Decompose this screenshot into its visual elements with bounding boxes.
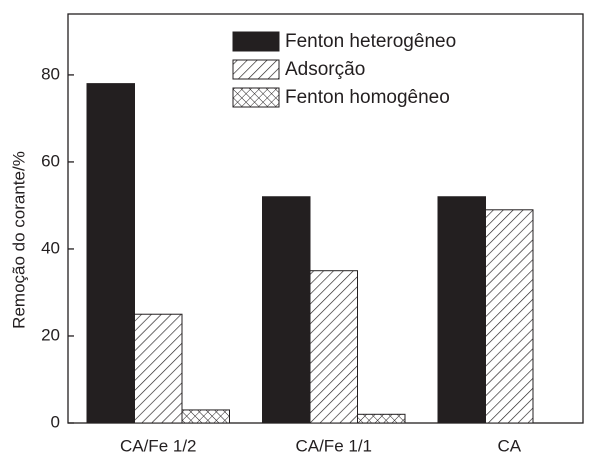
x-tick-label: CA/Fe 1/1 xyxy=(295,436,372,455)
y-tick-label: 80 xyxy=(41,64,60,83)
y-tick-label: 20 xyxy=(41,325,60,344)
legend-swatch xyxy=(232,87,280,108)
legend-label: Fenton homogêneo xyxy=(285,87,450,108)
bar xyxy=(181,409,230,424)
x-tick-label: CA/Fe 1/2 xyxy=(120,436,197,455)
bar xyxy=(437,196,486,424)
y-tick-label: 60 xyxy=(41,151,60,170)
bar xyxy=(134,313,183,424)
bar xyxy=(357,413,406,424)
bar xyxy=(262,196,311,424)
bar xyxy=(485,209,534,424)
x-tick-label: CA xyxy=(497,436,521,455)
legend-label: Fenton heterogêneo xyxy=(285,31,456,52)
y-tick-label: 0 xyxy=(51,412,60,431)
legend-swatch xyxy=(232,31,280,52)
legend-swatch xyxy=(232,59,280,80)
legend-label: Adsorção xyxy=(285,59,365,80)
bar xyxy=(86,83,135,424)
y-tick-label: 40 xyxy=(41,238,60,257)
y-axis-label: Remoção do corante/% xyxy=(9,151,28,329)
bar xyxy=(309,270,358,424)
